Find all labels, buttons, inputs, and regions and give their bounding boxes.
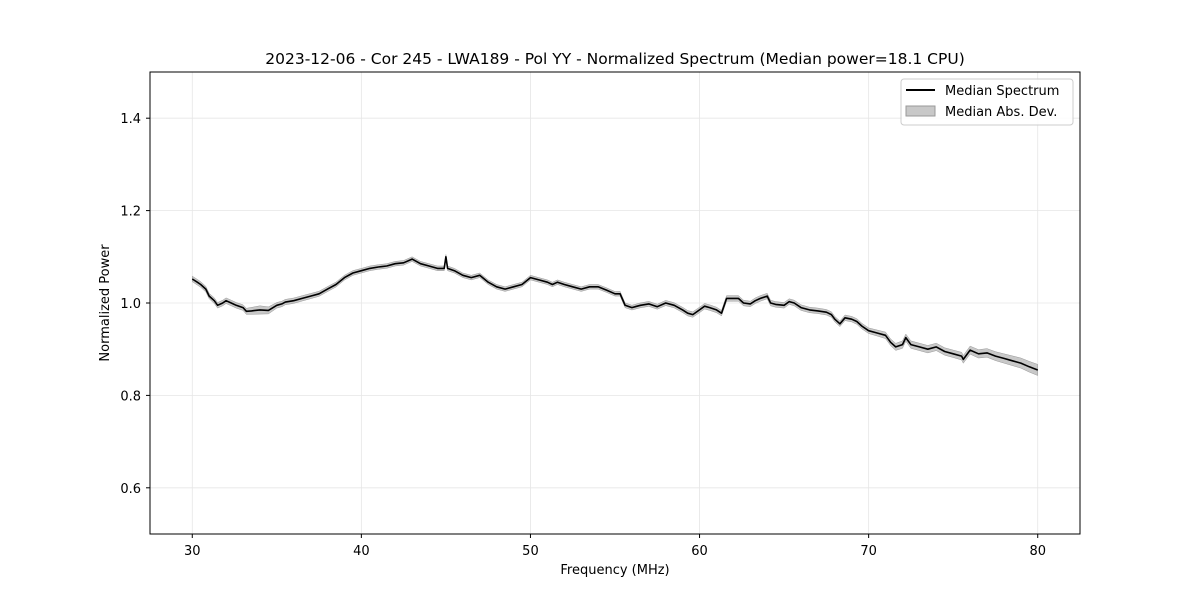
mad-band — [192, 254, 1038, 376]
x-tick-label: 30 — [184, 544, 201, 559]
tick-layer: 30 40 50 60 70 80 0.6 0.8 1.0 1.2 1.4 — [120, 112, 1046, 559]
legend-entry-median-abs-dev: Median Abs. Dev. — [945, 105, 1057, 120]
grid-layer — [150, 72, 1080, 534]
chart-title: 2023-12-06 - Cor 245 - LWA189 - Pol YY -… — [265, 50, 965, 68]
line-layer — [191, 255, 1038, 371]
y-axis-label: Normalized Power — [98, 244, 113, 362]
y-tick-label: 0.6 — [120, 482, 141, 497]
x-tick-label: 50 — [522, 544, 539, 559]
y-tick-label: 1.2 — [120, 205, 141, 220]
legend-entry-median-spectrum: Median Spectrum — [945, 84, 1059, 99]
band-layer — [192, 254, 1038, 376]
x-tick-label: 40 — [353, 544, 370, 559]
y-tick-label: 1.0 — [120, 297, 141, 312]
x-axis-label: Frequency (MHz) — [560, 563, 669, 578]
x-tick-label: 80 — [1029, 544, 1046, 559]
x-tick-label: 60 — [691, 544, 708, 559]
legend-patch-swatch — [905, 105, 936, 117]
y-tick-label: 1.4 — [120, 112, 141, 127]
median-spectrum-line — [191, 255, 1038, 371]
legend: Median Spectrum Median Abs. Dev. — [900, 78, 1074, 126]
y-tick-label: 0.8 — [120, 389, 141, 404]
legend-frame — [900, 78, 1074, 126]
x-tick-label: 70 — [860, 544, 877, 559]
